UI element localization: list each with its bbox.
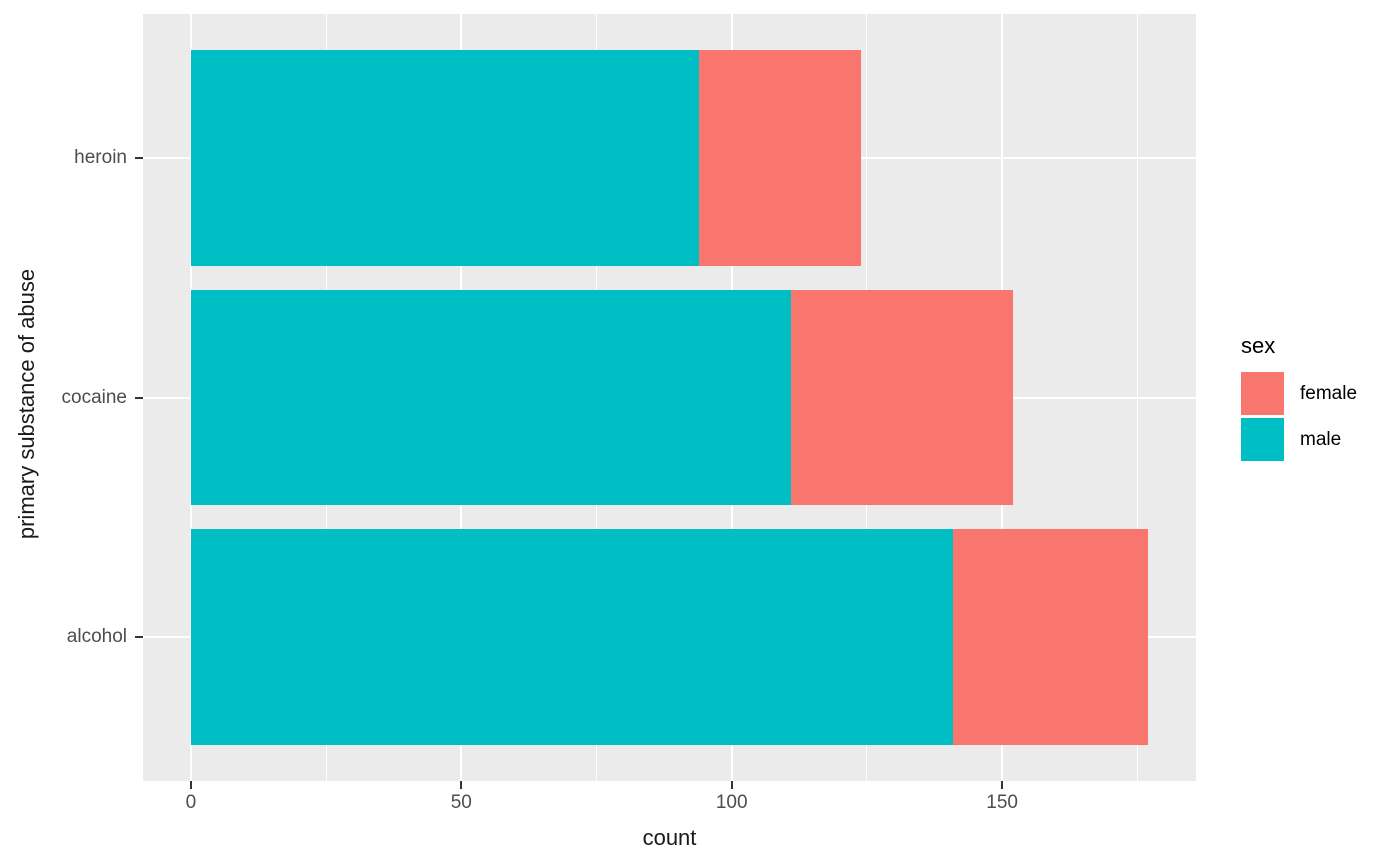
x-tick-label-0: 0: [185, 792, 197, 813]
x-tick-150: [1001, 781, 1004, 789]
x-tick-50: [460, 781, 463, 789]
plot-panel: [143, 14, 1196, 781]
legend: sex female male: [1241, 333, 1357, 464]
x-tick-100: [730, 781, 733, 789]
y-tick-label-cocaine: cocaine: [61, 386, 128, 408]
x-axis-title: count: [642, 825, 697, 850]
x-tick-label-100: 100: [715, 792, 748, 813]
x-tick-0: [189, 781, 192, 789]
x-tick-label-150: 150: [986, 792, 1018, 813]
y-tick-heroin: [135, 156, 143, 159]
legend-label-male: male: [1300, 428, 1342, 450]
bar-cocaine-male: [190, 289, 792, 506]
x-tick-label-50: 50: [450, 792, 472, 813]
legend-label-female: female: [1300, 382, 1358, 404]
y-tick-label-heroin: heroin: [74, 146, 127, 168]
y-axis-title: primary substance of abuse: [14, 268, 39, 540]
bar-alcohol-male: [190, 529, 954, 746]
legend-entry-male: male: [1241, 418, 1357, 461]
bar-cocaine-female: [791, 289, 1013, 506]
legend-swatch-male: [1241, 418, 1284, 461]
legend-entry-female: female: [1241, 372, 1357, 415]
bar-heroin-male: [190, 49, 700, 266]
legend-swatch-female: [1241, 372, 1284, 415]
y-tick-alcohol: [135, 636, 143, 639]
bar-alcohol-female: [953, 529, 1149, 746]
y-tick-cocaine: [135, 396, 143, 399]
bar-heroin-female: [699, 49, 862, 266]
y-tick-label-alcohol: alcohol: [66, 626, 127, 648]
legend-title: sex: [1241, 333, 1276, 358]
